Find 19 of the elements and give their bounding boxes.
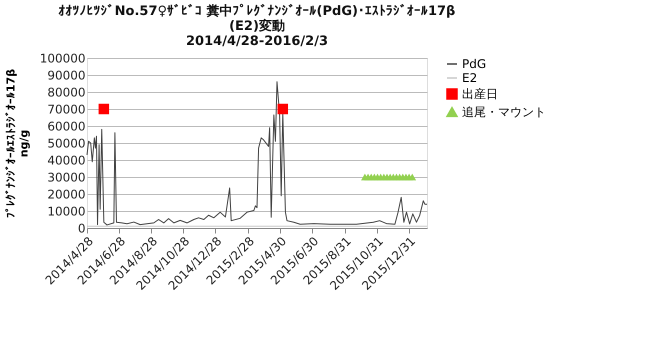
y-tick-label: 10000: [47, 204, 86, 218]
y-tick-label: 100000: [40, 52, 86, 66]
legend-label: 追尾・マウント: [462, 105, 546, 119]
legend-label: E2: [462, 71, 478, 85]
line-series: [86, 81, 428, 226]
y-tick-label: 40000: [47, 154, 86, 168]
y-axis-title: ﾌﾟﾚｸﾞﾅﾝｼﾞｵｰﾙｴｽﾄﾗｼﾞｵｰﾙ17β ng/g: [4, 68, 31, 218]
y-tick-label: 50000: [47, 136, 86, 150]
legend-label: PdG: [462, 57, 486, 71]
y-tick-label: 0: [78, 222, 86, 236]
y-tick-label: 70000: [47, 102, 86, 116]
y-tick-label: 20000: [47, 188, 86, 202]
chart-title: ｵｵﾂﾉﾋﾂｼﾞNo.57♀ｻﾞﾋﾞｺ 糞中ﾌﾟﾚｸﾞﾅﾝｼﾞｵｰﾙ(PdG)･ｴｽﾄﾗｼﾞｵｰﾙ17β (E2)変動: [58, 3, 456, 34]
y-tick-label: 90000: [47, 68, 86, 82]
y-tick-label: 80000: [47, 86, 86, 100]
y-tick-label: 30000: [47, 170, 86, 184]
y-tick-label: 60000: [47, 120, 86, 134]
chart-subtitle: 2014/4/28-2016/2/3: [186, 34, 328, 49]
legend-label: 出産日: [462, 87, 498, 101]
